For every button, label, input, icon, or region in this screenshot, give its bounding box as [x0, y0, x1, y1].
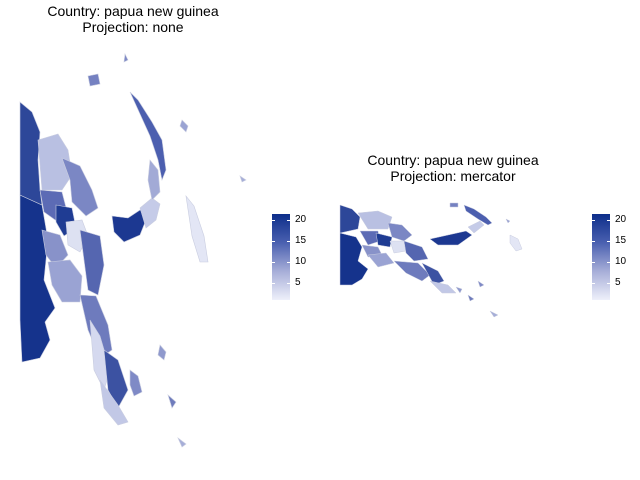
legend-tick-label: 15: [295, 235, 307, 246]
region-morobe: [79, 229, 105, 296]
legend-tick-label: 5: [615, 277, 621, 288]
region-gulf: [367, 252, 395, 268]
map-panel-none: Country: papua new guinea Projection: no…: [0, 3, 316, 448]
region-new-britain-west: [111, 209, 149, 243]
legend-tick-label: 15: [615, 235, 627, 246]
map-mercator: [339, 202, 523, 318]
title-line-2: Projection: none: [82, 19, 184, 35]
title-line-1: Country: papua new guinea: [47, 3, 219, 19]
legend-colorbar: [272, 214, 290, 300]
region-western: [19, 194, 56, 363]
region-east-sepik: [37, 133, 73, 191]
region-oro: [421, 262, 445, 286]
region-milne-bay: [99, 379, 129, 426]
legend-tick-label: 20: [295, 214, 307, 225]
legend-colorbar: [592, 214, 610, 300]
region-central: [393, 260, 431, 282]
region-madang: [61, 157, 99, 217]
region-sandaun: [19, 101, 43, 206]
region-new-britain-east: [139, 197, 161, 229]
region-new-britain-east: [467, 220, 485, 234]
map-title-mercator: Country: papua new guinea Projection: me…: [320, 152, 586, 184]
region-w-highlands: [375, 232, 393, 248]
region-bougainville: [185, 194, 209, 263]
region-gulf: [47, 259, 83, 303]
map-none: [19, 52, 247, 448]
title-line-2: Projection: mercator: [390, 168, 516, 184]
region-manus: [449, 202, 459, 208]
region-sandaun: [339, 204, 361, 234]
map-panel-mercator: Country: papua new guinea Projection: me…: [320, 0, 640, 480]
region-madang: [387, 222, 413, 242]
legend-mercator: 20 15 10 5: [592, 214, 636, 304]
region-bougainville: [509, 234, 523, 252]
map-title-none: Country: papua new guinea Projection: no…: [0, 3, 266, 35]
region-milne-bay: [429, 280, 457, 294]
region-central: [79, 294, 113, 359]
region-new-ireland: [463, 204, 493, 226]
region-east-sepik: [357, 210, 393, 230]
legend-tick-label: 10: [295, 256, 307, 267]
region-new-ireland: [129, 91, 167, 182]
region-milne-islands: [129, 369, 143, 397]
legend-tick-label: 10: [615, 256, 627, 267]
legend-tick-label: 20: [615, 214, 627, 225]
region-manus: [87, 73, 101, 87]
region-e-highlands: [389, 240, 407, 254]
region-new-britain-west: [429, 230, 473, 246]
region-morobe: [403, 240, 429, 262]
title-line-1: Country: papua new guinea: [367, 152, 539, 168]
region-western: [339, 232, 369, 286]
legend-none: 20 15 10 5: [272, 214, 316, 304]
legend-tick-label: 5: [295, 277, 301, 288]
